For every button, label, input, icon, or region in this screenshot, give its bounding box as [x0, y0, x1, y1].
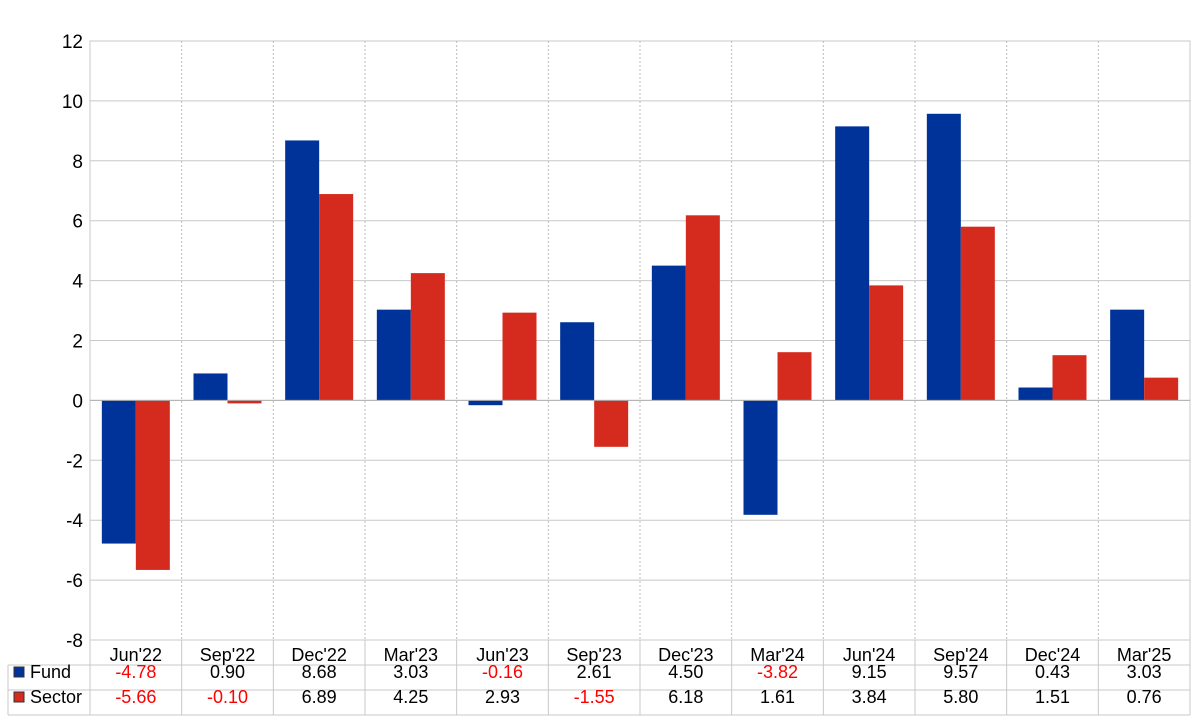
- x-tick-label: Dec'24: [1025, 645, 1080, 665]
- data-label: 2.93: [485, 687, 520, 707]
- bar-fund: [743, 400, 778, 515]
- bar-fund: [560, 322, 595, 401]
- y-tick-label: 0: [72, 391, 83, 412]
- data-label: 1.51: [1035, 687, 1070, 707]
- data-label: 3.84: [852, 687, 887, 707]
- y-tick-label: -4: [66, 511, 83, 532]
- legend-label-fund: Fund: [30, 662, 71, 682]
- data-label: 2.61: [577, 662, 612, 682]
- legend-swatch-sector: [13, 691, 25, 703]
- data-label: 0.76: [1127, 687, 1162, 707]
- bar-fund: [1110, 309, 1145, 401]
- bar-fund: [1018, 387, 1053, 401]
- data-label: -5.66: [115, 687, 156, 707]
- data-label: 0.90: [210, 662, 245, 682]
- data-label: 4.25: [393, 687, 428, 707]
- bar-sector: [227, 400, 262, 404]
- y-tick-label: 6: [72, 212, 83, 233]
- x-tick-label: Jun'22: [110, 645, 162, 665]
- bar-fund: [376, 309, 411, 401]
- legend-swatch-fund: [13, 666, 25, 678]
- bar-fund: [926, 113, 961, 401]
- data-label: 5.80: [943, 687, 978, 707]
- data-label: 3.03: [1127, 662, 1162, 682]
- legend-label-sector: Sector: [30, 687, 82, 707]
- y-tick-label: 10: [62, 92, 83, 113]
- bar-fund: [193, 373, 228, 401]
- y-tick-label: 2: [72, 332, 83, 353]
- data-label: 9.15: [852, 662, 887, 682]
- data-label: 9.57: [943, 662, 978, 682]
- y-tick-label: 12: [62, 32, 83, 53]
- bar-sector: [594, 400, 629, 447]
- bar-sector: [685, 215, 720, 401]
- bar-sector: [960, 226, 995, 401]
- data-label: 6.89: [302, 687, 337, 707]
- bar-sector: [1052, 355, 1087, 401]
- data-label: 3.03: [393, 662, 428, 682]
- bar-sector: [777, 352, 812, 401]
- data-label: 0.43: [1035, 662, 1070, 682]
- data-label: 6.18: [668, 687, 703, 707]
- data-label: -0.10: [207, 687, 248, 707]
- y-tick-label: -8: [66, 631, 83, 652]
- bar-fund: [285, 140, 320, 401]
- x-tick-label: Sep'22: [200, 645, 256, 665]
- data-label: -0.16: [482, 662, 523, 682]
- bar-fund: [468, 400, 503, 406]
- y-tick-label: 4: [72, 272, 83, 293]
- x-tick-label: Mar'23: [384, 645, 438, 665]
- data-label: 1.61: [760, 687, 795, 707]
- x-tick-label: Dec'22: [291, 645, 346, 665]
- data-label: -3.82: [757, 662, 798, 682]
- bar-fund: [835, 126, 870, 401]
- x-tick-label: Sep'23: [566, 645, 622, 665]
- y-tick-label: 8: [72, 152, 83, 173]
- bar-sector: [319, 194, 354, 401]
- bar-fund: [651, 265, 686, 401]
- data-label: 8.68: [302, 662, 337, 682]
- x-tick-label: Mar'25: [1117, 645, 1171, 665]
- x-tick-label: Jun'23: [476, 645, 528, 665]
- data-label: -1.55: [574, 687, 615, 707]
- y-tick-label: -2: [66, 451, 83, 472]
- x-tick-label: Jun'24: [843, 645, 895, 665]
- bar-sector: [135, 400, 170, 570]
- bar-fund: [101, 400, 136, 544]
- bar-sector: [410, 273, 445, 401]
- data-label: 4.50: [668, 662, 703, 682]
- x-tick-label: Mar'24: [750, 645, 804, 665]
- y-tick-label: -6: [66, 571, 83, 592]
- bar-sector: [1144, 377, 1179, 401]
- x-tick-label: Sep'24: [933, 645, 989, 665]
- data-label: -4.78: [115, 662, 156, 682]
- bar-sector: [502, 312, 537, 401]
- bar-sector: [869, 285, 904, 401]
- x-tick-label: Dec'23: [658, 645, 713, 665]
